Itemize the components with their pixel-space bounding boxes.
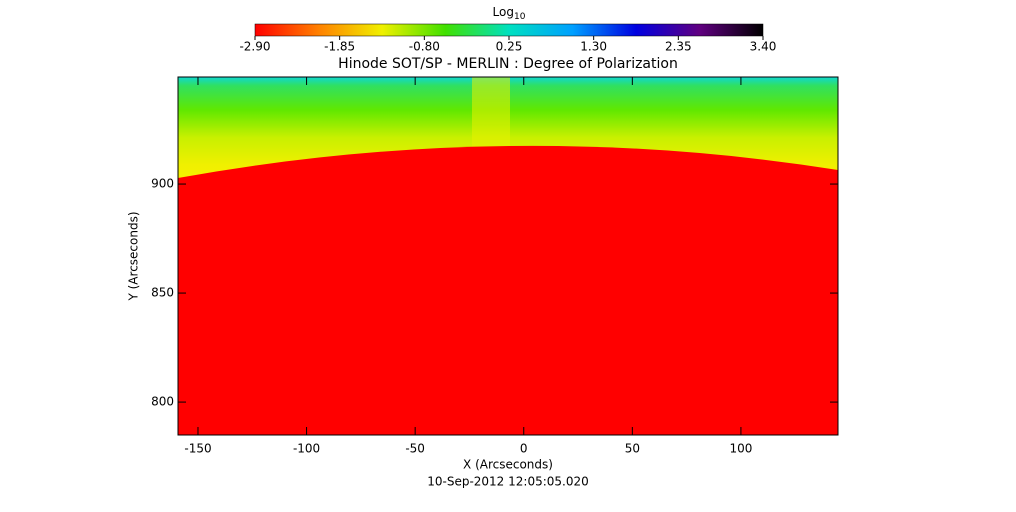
y-tick-label: 800 [151, 395, 174, 409]
x-tick-label: -100 [293, 442, 320, 456]
date-label: 10-Sep-2012 12:05:05.020 [427, 475, 589, 489]
y-tick-label: 900 [151, 177, 174, 191]
y-tick-label: 850 [151, 286, 174, 300]
colorbar-title: Log10 [493, 5, 526, 22]
image [178, 77, 838, 435]
colorbar-tick-label: 1.30 [580, 40, 607, 54]
x-tick-label: -150 [184, 442, 211, 456]
colorbar-title-subscript: 10 [514, 12, 526, 22]
colorbar [254, 23, 764, 37]
plot-frame [177, 76, 839, 436]
colorbar-tick-label: 0.25 [496, 40, 523, 54]
colorbar-tick-label: 3.40 [750, 40, 777, 54]
colorbar-tick-label: -2.90 [239, 40, 270, 54]
x-tick-label: -50 [405, 442, 425, 456]
colorbar-tick-label: -1.85 [324, 40, 355, 54]
x-tick-label: 50 [625, 442, 640, 456]
disk-region [178, 145, 838, 435]
colorbar-tick-label: 2.35 [665, 40, 692, 54]
x-axis-label: X (Arcseconds) [463, 458, 553, 472]
chart-title: Hinode SOT/SP - MERLIN : Degree of Polar… [338, 56, 678, 72]
y-axis-label: Y (Arcseconds) [127, 211, 141, 301]
x-tick-label: 100 [729, 442, 752, 456]
bright-band [472, 77, 510, 147]
x-tick-label: 0 [520, 442, 528, 456]
colorbar-tick-label: -0.80 [409, 40, 440, 54]
colorbar-title-text: Log [493, 5, 514, 19]
